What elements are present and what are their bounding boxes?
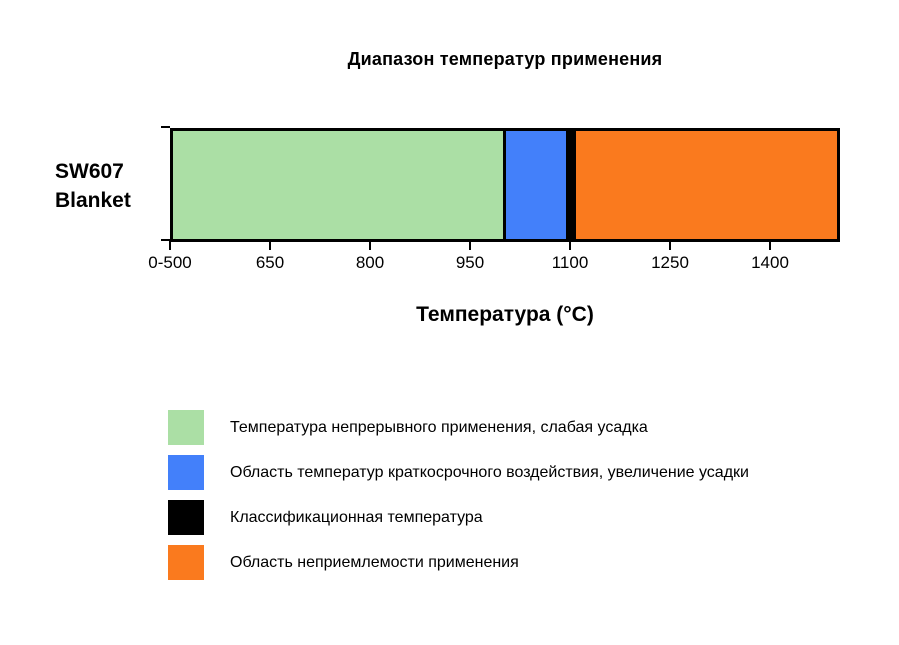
- category-label-line2: Blanket: [55, 189, 131, 212]
- y-axis-tick-top: [161, 126, 170, 128]
- x-axis-ticks: [169, 241, 840, 250]
- bar-segment-short-term-exposure: [503, 131, 567, 239]
- bar-segment-unacceptable-region: [576, 131, 837, 239]
- x-tick-label: 1100: [551, 253, 589, 272]
- legend-label: Классификационная температура: [230, 508, 483, 526]
- x-axis-label: Температура (°C): [416, 303, 594, 326]
- stacked-bar: [170, 128, 840, 242]
- chart-title: Диапазон температур применения: [347, 49, 663, 69]
- legend-swatch-classification-temperature: [168, 500, 204, 535]
- legend-label: Температура непрерывного применения, сла…: [230, 418, 648, 436]
- legend-swatch-short-term-exposure: [168, 455, 204, 490]
- x-tick: [469, 241, 471, 250]
- x-tick-label: 1400: [751, 253, 789, 272]
- legend: Температура непрерывного применения, сла…: [168, 410, 749, 590]
- x-tick: [569, 241, 571, 250]
- x-axis-tick-labels: 0-500 650 800 950 1100 1250 1400: [148, 253, 840, 275]
- x-tick-label: 800: [355, 253, 385, 272]
- category-label-line1: SW607: [55, 160, 124, 183]
- x-tick-label: 0-500: [148, 253, 192, 272]
- bar-segment-continuous-use: [173, 131, 504, 239]
- legend-item-short-term-exposure: Область температур краткосрочного воздей…: [168, 455, 749, 490]
- legend-item-unacceptable-region: Область неприемлемости применения: [168, 545, 749, 580]
- x-tick-label: 1250: [651, 253, 689, 272]
- category-label: SW607 Blanket: [55, 157, 165, 215]
- legend-swatch-unacceptable-region: [168, 545, 204, 580]
- x-tick: [169, 241, 171, 250]
- y-axis-tick-bottom: [161, 239, 170, 241]
- legend-swatch-continuous-use: [168, 410, 204, 445]
- legend-item-continuous-use: Температура непрерывного применения, сла…: [168, 410, 749, 445]
- x-tick: [769, 241, 771, 250]
- x-tick: [269, 241, 271, 250]
- x-tick: [669, 241, 671, 250]
- legend-label: Область неприемлемости применения: [230, 553, 519, 571]
- x-tick-label: 650: [255, 253, 285, 272]
- legend-label: Область температур краткосрочного воздей…: [230, 463, 749, 481]
- bar-segment-classification-temperature: [566, 131, 577, 239]
- x-tick-label: 950: [455, 253, 485, 272]
- x-tick: [369, 241, 371, 250]
- legend-item-classification-temperature: Классификационная температура: [168, 500, 749, 535]
